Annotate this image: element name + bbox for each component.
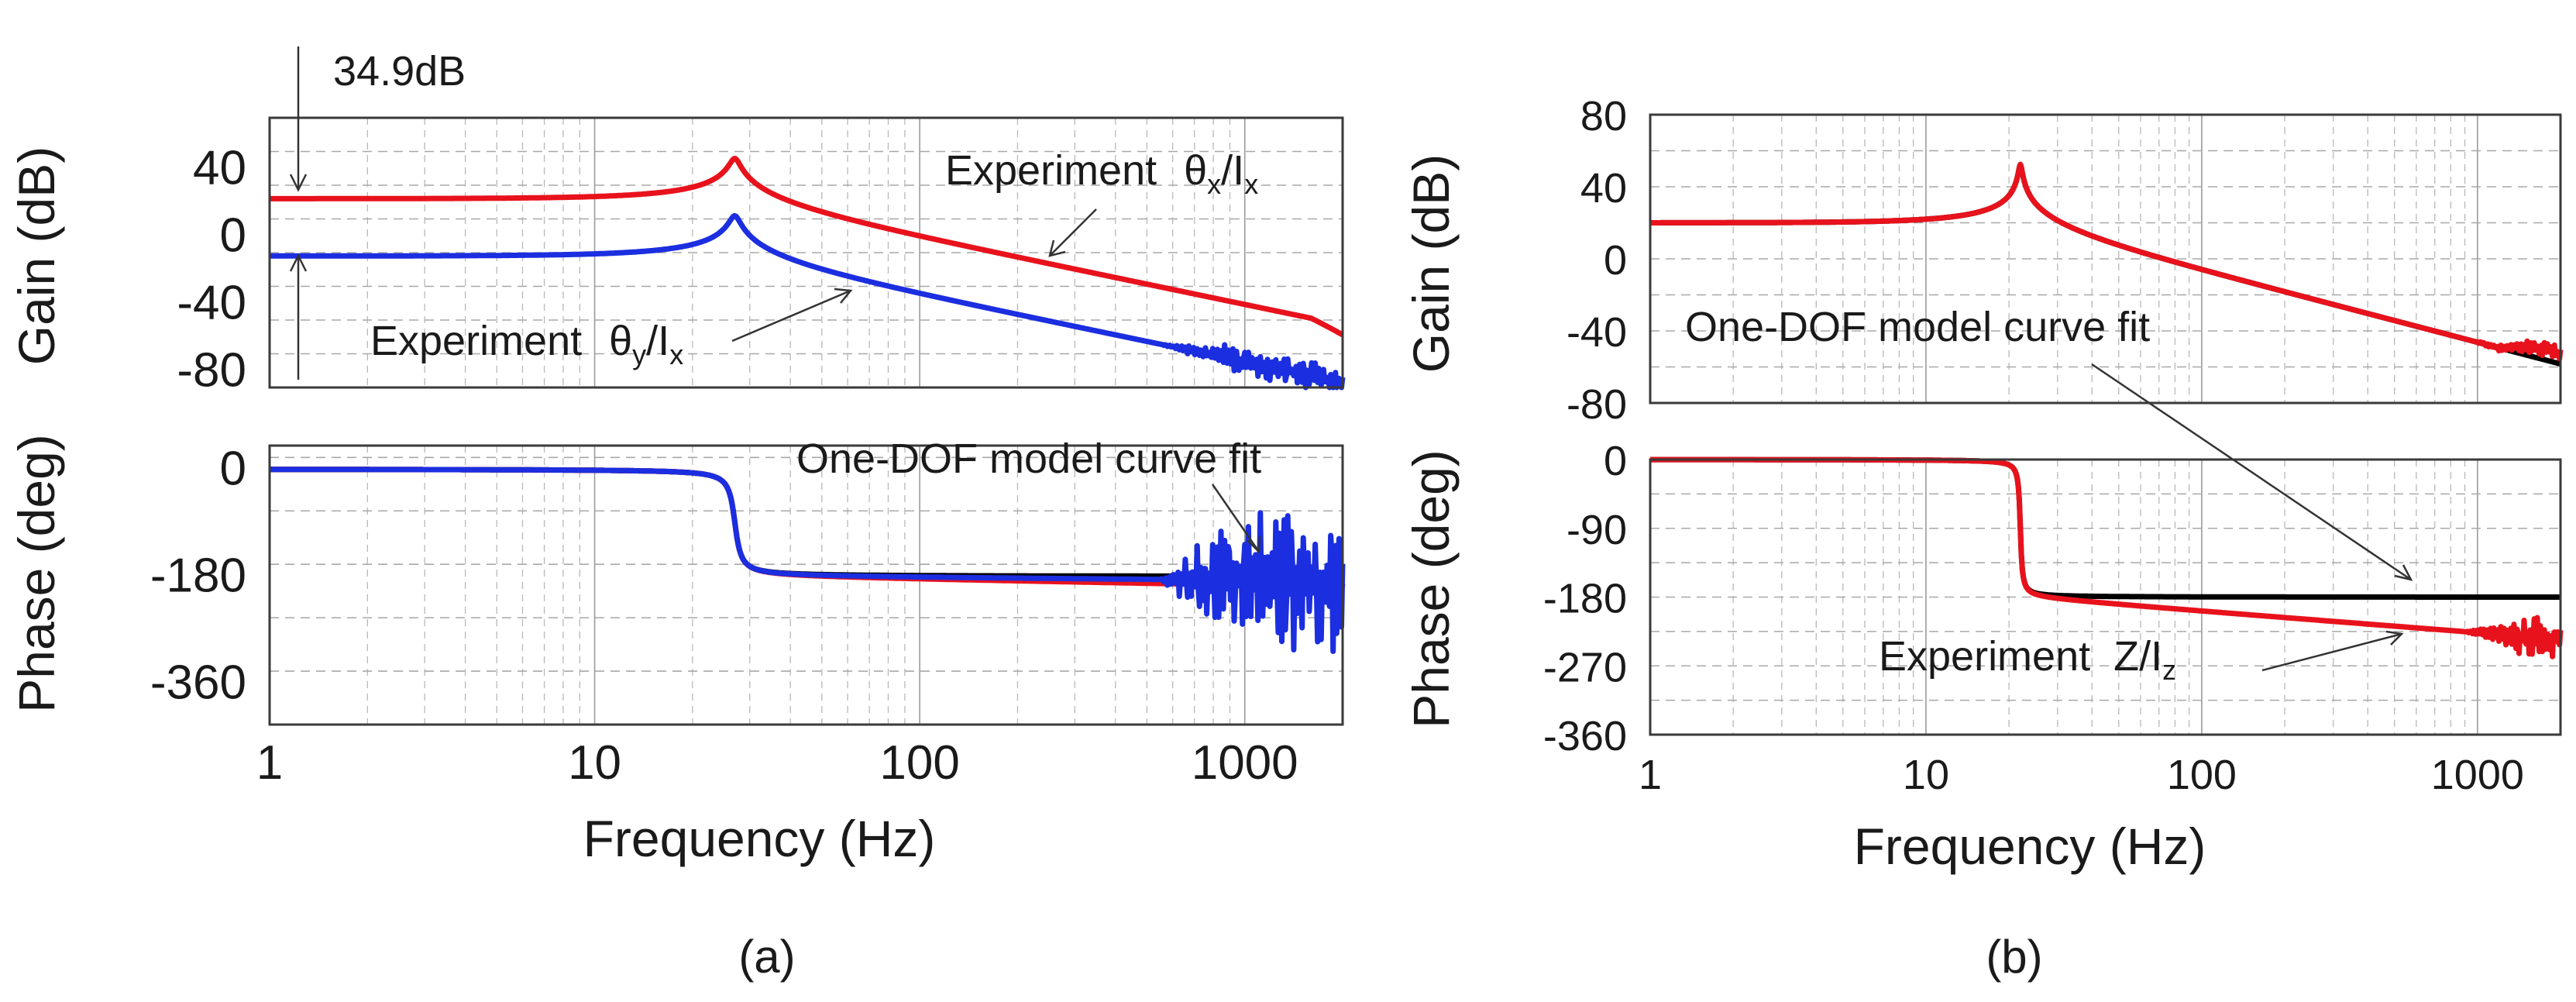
label-z-iz: Z/I (2113, 633, 2162, 680)
label-theta-y-sub2: x (669, 339, 683, 370)
series-a-phase-0 (268, 467, 1344, 579)
label-experiment-z: Experiment (1879, 633, 2090, 680)
label-theta-x-sub2: x (1244, 168, 1258, 200)
b-phase-ylabel: Phase (deg) (1402, 449, 1460, 728)
annotation-experiment-theta-x: Experiment θx/Ix (945, 147, 1258, 257)
x-tick-label: 10 (568, 736, 621, 790)
series-a-gain-0 (268, 156, 1344, 338)
label-theta-x-sub: x (1207, 168, 1221, 200)
y-tick-label: -360 (1543, 713, 1627, 759)
x-tick-label: 1000 (2431, 752, 2524, 798)
y-tick-label: 40 (193, 141, 246, 195)
label-theta-y-sub: y (632, 339, 646, 370)
series-a-phase-2 (268, 467, 1346, 654)
plot-frame (268, 116, 1344, 389)
y-tick-label: -40 (177, 276, 246, 329)
a-gain-ylabel: Gain (dB) (8, 146, 65, 365)
plot-frame (1649, 458, 2562, 736)
annotation-experiment-theta-y: Experiment θy/Ix (370, 288, 853, 370)
x-tick-label: 1 (256, 736, 283, 790)
y-tick-label: -360 (150, 656, 246, 709)
y-tick-label: -180 (150, 549, 246, 603)
a-phase-ylabel: Phase (deg) (8, 434, 65, 713)
label-experiment-y: Experiment (370, 318, 582, 364)
label-theta-x: θ (1184, 147, 1207, 194)
label-theta-y-slash: /I (646, 318, 669, 364)
caption-b: (b) (1986, 931, 2042, 983)
y-tick-label: -270 (1543, 644, 1627, 690)
label-experiment-x: Experiment (945, 147, 1157, 194)
annotation-34-9db-arrow (289, 46, 308, 380)
y-tick-label: 80 (1580, 93, 1627, 139)
y-tick-label: -40 (1567, 309, 1627, 356)
label-one-dof-a: One-DOF model curve fit (796, 436, 1261, 482)
y-tick-label: -80 (1567, 381, 1627, 428)
label-one-dof-b: One-DOF model curve fit (1685, 304, 2150, 350)
series-b-phase-1 (1648, 456, 2564, 659)
y-tick-label: -80 (177, 343, 246, 397)
y-tick-label: 40 (1580, 165, 1627, 212)
panel-b-phase-plot: 0 -90 -180 -270 -360 1 10 100 1000 (1543, 438, 2564, 798)
b-xlabel: Frequency (Hz) (1854, 818, 2206, 875)
x-tick-label: 100 (879, 736, 959, 790)
label-theta-x-slash: /I (1221, 147, 1244, 194)
annotation-one-dof-a: One-DOF model curve fit (796, 436, 1261, 554)
panel-a-gain-plot: 40 0 -40 -80 (177, 116, 1346, 397)
annotation-experiment-z: Experiment Z/Iz (1879, 630, 2404, 686)
annotation-one-dof-b: One-DOF model curve fit (1685, 304, 2413, 581)
y-tick-label: -180 (1543, 576, 1627, 622)
b-gain-ylabel: Gain (dB) (1402, 154, 1460, 373)
series-b-gain-1 (1648, 161, 2564, 362)
y-tick-label: -90 (1567, 507, 1627, 553)
x-tick-label: 1 (1639, 752, 1662, 798)
annotation-34-9db: 34.9dB (333, 48, 466, 95)
caption-a: (a) (738, 931, 795, 983)
label-theta-y: θ (609, 318, 632, 364)
a-xlabel: Frequency (Hz) (583, 810, 936, 867)
x-tick-label: 10 (1903, 752, 1949, 798)
y-tick-label: 0 (1604, 237, 1627, 284)
plot-frame (1649, 113, 2562, 405)
x-tick-label: 100 (2167, 752, 2237, 798)
panel-b-gain-plot: 80 40 0 -40 -80 (1567, 93, 2564, 428)
plot-frame (268, 444, 1344, 726)
x-tick-label: 1000 (1192, 736, 1298, 790)
label-z-iz-sub: z (2162, 654, 2176, 686)
y-tick-label: 0 (220, 442, 246, 496)
series-a-gain-1 (268, 212, 1346, 391)
y-tick-label: 0 (220, 208, 246, 262)
y-tick-label: 0 (1604, 438, 1627, 484)
